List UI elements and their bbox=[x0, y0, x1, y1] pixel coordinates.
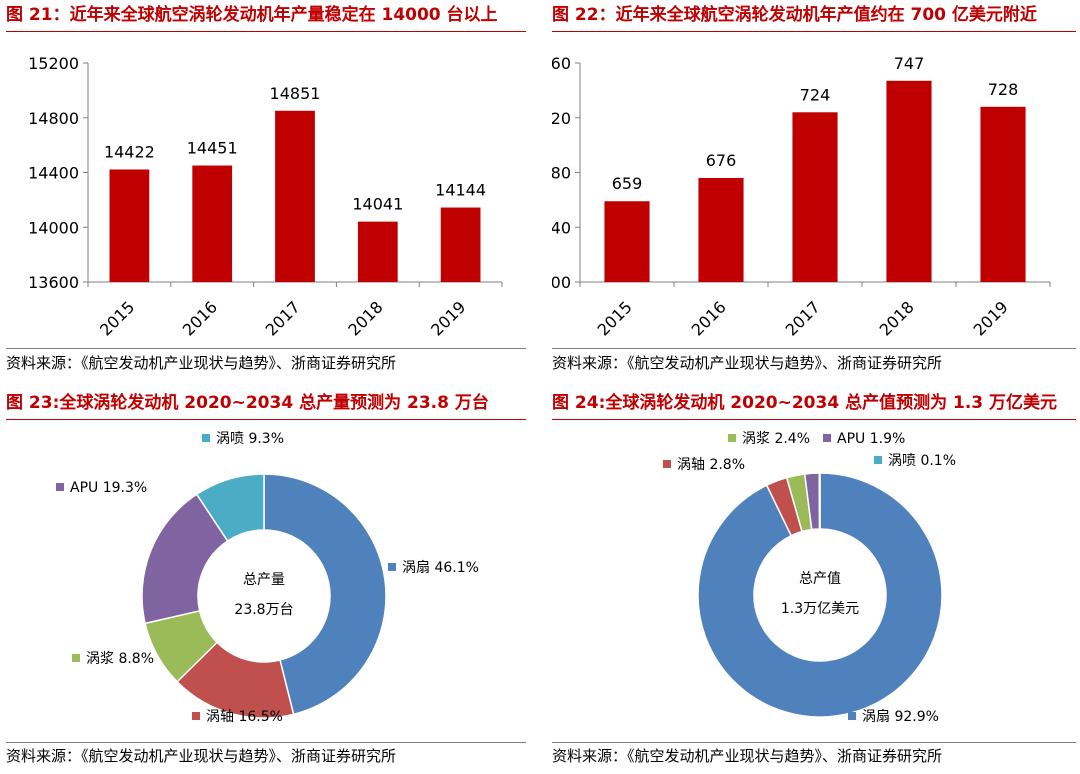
y-tick-label: 760 bbox=[552, 54, 571, 73]
donut-slice bbox=[263, 473, 387, 716]
chart-title: 图 23:全球涡轮发动机 2020~2034 总产量预测为 23.8 万台 bbox=[6, 393, 489, 413]
slice-label: APU 1.9% bbox=[837, 431, 905, 447]
source-rule bbox=[6, 348, 526, 349]
center-label: 1.3万亿美元 bbox=[781, 601, 859, 617]
source-note: 资料来源：《航空发动机产业现状与趋势》、浙商证券研究所 bbox=[552, 354, 943, 372]
bar bbox=[357, 221, 398, 282]
donut-slice bbox=[141, 493, 229, 625]
x-tick-label: 2018 bbox=[876, 297, 918, 339]
legend-swatch bbox=[663, 460, 671, 468]
data-label: 14851 bbox=[270, 84, 321, 103]
chart-title: 图 21：近年来全球航空涡轮发动机年产量稳定在 14000 台以上 bbox=[6, 5, 498, 25]
x-tick-label: 2015 bbox=[96, 297, 138, 339]
chart-title: 图 24:全球涡轮发动机 2020~2034 总产值预测为 1.3 万亿美元 bbox=[552, 393, 1058, 413]
bar bbox=[109, 169, 150, 282]
chart-title: 图 22：近年来全球航空涡轮发动机年产值约在 700 亿美元附近 bbox=[552, 5, 1037, 25]
donut-chart-fig23: 总产量 23.8万台 涡扇 46.1% 涡轴 16.5% 涡浆 8.8% APU 19.3… bbox=[56, 431, 479, 725]
bar-chart-fig22: 600 640 680 720 760 659 2015 676 2016 724 2017 747 2… bbox=[552, 54, 1051, 340]
title-rule bbox=[6, 419, 526, 420]
data-label: 724 bbox=[800, 85, 831, 104]
slice-label: 涡扇 92.9% bbox=[862, 709, 939, 725]
title-rule bbox=[6, 31, 526, 32]
donut-slice bbox=[195, 473, 265, 542]
legend-swatch bbox=[202, 434, 210, 442]
data-label: 676 bbox=[706, 151, 737, 170]
data-label: 14144 bbox=[435, 181, 486, 200]
center-label: 总产量 bbox=[243, 572, 285, 588]
bar bbox=[440, 207, 481, 282]
x-tick-label: 2018 bbox=[344, 297, 386, 339]
x-tick-label: 2019 bbox=[427, 297, 469, 339]
slice-label: 涡扇 46.1% bbox=[402, 560, 479, 576]
legend-swatch bbox=[848, 712, 856, 720]
legend-swatch bbox=[728, 434, 736, 442]
figure-23-panel: 图 23:全球涡轮发动机 2020~2034 总产量预测为 23.8 万台 总产… bbox=[6, 388, 526, 774]
slice-label: 涡轴 16.5% bbox=[206, 709, 283, 725]
data-label: 659 bbox=[612, 174, 643, 193]
data-label: 728 bbox=[988, 80, 1019, 99]
x-tick-label: 2016 bbox=[179, 297, 221, 339]
bar bbox=[604, 201, 650, 282]
slice-label: 涡喷 0.1% bbox=[888, 453, 956, 469]
legend-swatch bbox=[388, 563, 396, 571]
y-tick-label: 14400 bbox=[28, 164, 79, 183]
source-note: 资料来源：《航空发动机产业现状与趋势》、浙商证券研究所 bbox=[6, 354, 397, 372]
bar bbox=[886, 80, 932, 282]
center-label: 总产值 bbox=[799, 571, 841, 587]
legend-swatch bbox=[56, 483, 64, 491]
donut-slice bbox=[697, 472, 943, 718]
figure-21-panel: 图 21：近年来全球航空涡轮发动机年产量稳定在 14000 台以上 13600 1… bbox=[6, 0, 526, 380]
y-tick-label: 720 bbox=[552, 109, 571, 128]
legend-swatch bbox=[72, 654, 80, 662]
y-tick-label: 14000 bbox=[28, 218, 79, 237]
data-label: 14041 bbox=[352, 195, 403, 214]
data-label: 14451 bbox=[187, 139, 238, 158]
center-label: 23.8万台 bbox=[234, 602, 293, 618]
figure-24-panel: 图 24:全球涡轮发动机 2020~2034 总产值预测为 1.3 万亿美元 总… bbox=[552, 388, 1076, 774]
source-note: 资料来源：《航空发动机产业现状与趋势》、浙商证券研究所 bbox=[552, 747, 943, 765]
legend-swatch bbox=[823, 434, 831, 442]
bar bbox=[792, 112, 838, 283]
figure-22-panel: 图 22：近年来全球航空涡轮发动机年产值约在 700 亿美元附近 6006406… bbox=[552, 0, 1076, 380]
donut-slice bbox=[818, 472, 821, 530]
x-tick-label: 2015 bbox=[594, 297, 636, 339]
slice-label: 涡浆 8.8% bbox=[86, 651, 154, 667]
y-tick-label: 15200 bbox=[28, 54, 79, 73]
title-rule bbox=[552, 419, 1076, 420]
bar bbox=[698, 177, 744, 282]
source-rule bbox=[6, 742, 526, 743]
legend-swatch bbox=[874, 456, 882, 464]
slice-label: 涡喷 9.3% bbox=[216, 431, 284, 447]
bar bbox=[192, 165, 233, 282]
y-tick-label: 640 bbox=[552, 218, 571, 237]
x-tick-label: 2016 bbox=[688, 297, 730, 339]
slice-label: 涡浆 2.4% bbox=[742, 431, 810, 447]
x-tick-label: 2017 bbox=[782, 297, 824, 339]
y-tick-label: 14800 bbox=[28, 109, 79, 128]
title-rule bbox=[552, 31, 1076, 32]
bar bbox=[980, 106, 1026, 282]
bar bbox=[275, 110, 315, 282]
y-tick-label: 680 bbox=[552, 164, 571, 183]
source-rule bbox=[552, 742, 1076, 743]
bar-chart-fig21: 13600 14000 14400 14800 15200 14422 2015 14451 2… bbox=[28, 54, 503, 340]
source-rule bbox=[552, 348, 1076, 349]
slice-label: APU 19.3% bbox=[70, 480, 147, 496]
x-tick-label: 2017 bbox=[262, 297, 304, 339]
data-label: 747 bbox=[894, 54, 925, 73]
y-tick-label: 13600 bbox=[28, 273, 79, 292]
source-note: 资料来源：《航空发动机产业现状与趋势》、浙商证券研究所 bbox=[6, 747, 397, 765]
data-label: 14422 bbox=[104, 142, 155, 161]
x-tick-label: 2019 bbox=[970, 297, 1012, 339]
legend-swatch bbox=[192, 712, 200, 720]
slice-label: 涡轴 2.8% bbox=[677, 457, 745, 473]
y-tick-label: 600 bbox=[552, 273, 571, 292]
